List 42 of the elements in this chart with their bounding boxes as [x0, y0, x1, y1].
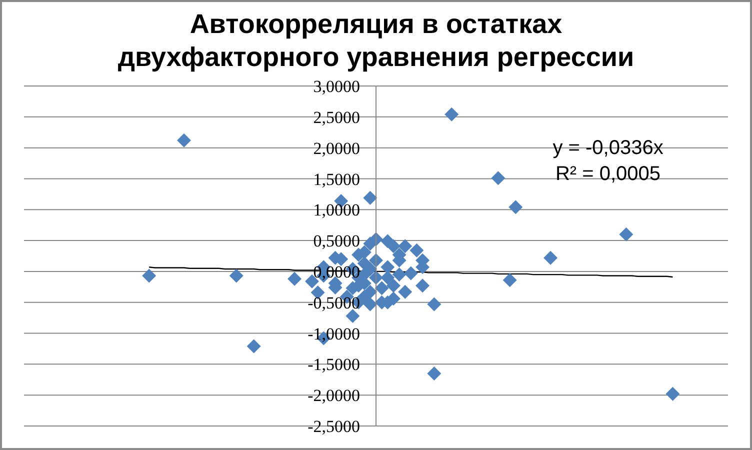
point	[544, 250, 558, 265]
chart-title: Автокорреляция в остатках двухфакторного уравнения регрессии	[116, 8, 636, 74]
point	[404, 266, 418, 280]
annotation: y = -0,0336x	[552, 137, 664, 159]
y-tick-label: 1,0000	[313, 200, 360, 220]
y-tick-label: 0,5000	[313, 232, 360, 251]
point	[374, 281, 389, 296]
point	[363, 190, 378, 205]
point	[380, 270, 395, 285]
point	[246, 339, 261, 354]
y-tick-label: 2,0000	[313, 138, 360, 158]
y-tick-label: 2,5000	[313, 108, 360, 127]
point	[363, 297, 378, 312]
point	[416, 278, 430, 293]
point	[666, 386, 680, 401]
point	[392, 268, 406, 282]
y-tick-label: -1,0000	[308, 324, 360, 344]
point	[398, 239, 412, 254]
point	[380, 260, 395, 274]
y-tick-label: -2,0000	[308, 386, 360, 406]
y-tick-label: 1,5000	[313, 170, 360, 189]
point	[398, 284, 412, 299]
point	[386, 278, 400, 293]
point	[363, 236, 378, 251]
point	[619, 227, 634, 242]
y-tick-label: -1,5000	[308, 355, 360, 374]
point	[142, 268, 156, 283]
point	[491, 171, 506, 186]
point	[177, 133, 191, 148]
point	[427, 297, 442, 312]
point	[502, 273, 517, 288]
point	[410, 243, 424, 258]
point	[444, 107, 459, 122]
point	[508, 200, 523, 214]
annotation: R² = 0,0005	[555, 163, 661, 185]
point	[386, 239, 400, 254]
point	[229, 268, 244, 283]
point	[427, 366, 442, 380]
y-tick-label: -2,5000	[308, 417, 360, 436]
y-tick-label: 3,0000	[313, 77, 360, 96]
point	[363, 284, 378, 299]
point	[288, 272, 302, 286]
